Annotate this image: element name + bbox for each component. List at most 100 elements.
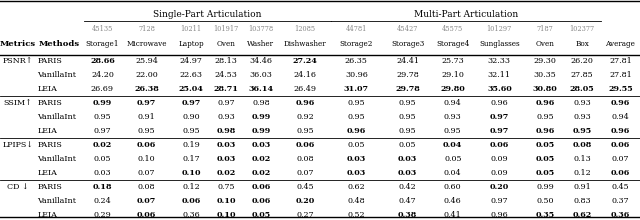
- Text: 0.10: 0.10: [216, 197, 236, 205]
- Text: SSIM↑: SSIM↑: [3, 99, 32, 107]
- Text: 0.03: 0.03: [216, 155, 236, 163]
- Text: 26.69: 26.69: [91, 85, 114, 93]
- Text: 0.62: 0.62: [348, 183, 365, 191]
- Text: PARIS: PARIS: [37, 57, 62, 66]
- Text: 28.13: 28.13: [214, 57, 237, 66]
- Text: Dishwasher: Dishwasher: [284, 40, 326, 48]
- Text: 0.95: 0.95: [93, 113, 111, 121]
- Text: 36.14: 36.14: [248, 85, 273, 93]
- Text: 0.50: 0.50: [536, 197, 554, 205]
- Text: 0.99: 0.99: [536, 183, 554, 191]
- Text: 12085: 12085: [294, 25, 316, 33]
- Text: Oven: Oven: [536, 40, 554, 48]
- Text: 0.93: 0.93: [217, 113, 235, 121]
- Text: 0.08: 0.08: [296, 155, 314, 163]
- Text: 32.11: 32.11: [488, 71, 511, 79]
- Text: 0.06: 0.06: [252, 183, 271, 191]
- Text: 0.93: 0.93: [573, 99, 591, 107]
- Text: 27.24: 27.24: [292, 57, 317, 66]
- Text: 0.91: 0.91: [138, 113, 156, 121]
- Text: 0.96: 0.96: [611, 127, 630, 135]
- Text: 45135: 45135: [92, 25, 113, 33]
- Text: Metrics: Metrics: [0, 40, 36, 48]
- Text: Sunglasses: Sunglasses: [479, 40, 520, 48]
- Text: 0.41: 0.41: [444, 211, 461, 219]
- Text: 0.02: 0.02: [216, 169, 236, 177]
- Text: Box: Box: [575, 40, 589, 48]
- Text: Single-Part Articulation: Single-Part Articulation: [153, 10, 262, 19]
- Text: 25.94: 25.94: [135, 57, 158, 66]
- Text: 0.95: 0.95: [399, 127, 417, 135]
- Text: 0.97: 0.97: [137, 99, 156, 107]
- Text: 22.00: 22.00: [135, 71, 158, 79]
- Text: 0.20: 0.20: [490, 183, 509, 191]
- Text: 0.95: 0.95: [444, 127, 461, 135]
- Text: 34.46: 34.46: [250, 57, 273, 66]
- Text: 0.10: 0.10: [181, 169, 201, 177]
- Text: 0.96: 0.96: [611, 99, 630, 107]
- Text: 27.81: 27.81: [609, 71, 632, 79]
- Text: 26.38: 26.38: [134, 85, 159, 93]
- Text: 22.63: 22.63: [179, 71, 202, 79]
- Text: 0.06: 0.06: [137, 211, 156, 219]
- Text: 36.03: 36.03: [250, 71, 272, 79]
- Text: 29.78: 29.78: [395, 85, 420, 93]
- Text: 0.96: 0.96: [296, 99, 315, 107]
- Text: 0.52: 0.52: [348, 211, 365, 219]
- Text: 0.90: 0.90: [182, 113, 200, 121]
- Text: 0.06: 0.06: [181, 197, 200, 205]
- Text: 0.03: 0.03: [347, 169, 366, 177]
- Text: 29.30: 29.30: [534, 57, 556, 66]
- Text: CD ↓: CD ↓: [7, 183, 29, 191]
- Text: 0.95: 0.95: [573, 127, 592, 135]
- Text: 0.13: 0.13: [573, 155, 591, 163]
- Text: VanillaInt: VanillaInt: [37, 155, 76, 163]
- Text: 0.06: 0.06: [611, 141, 630, 149]
- Text: 0.45: 0.45: [612, 183, 629, 191]
- Text: 29.78: 29.78: [396, 71, 419, 79]
- Text: 0.05: 0.05: [399, 141, 416, 149]
- Text: 0.97: 0.97: [490, 113, 509, 121]
- Text: 28.71: 28.71: [213, 85, 239, 93]
- Text: 27.85: 27.85: [571, 71, 593, 79]
- Text: 45427: 45427: [397, 25, 419, 33]
- Text: 0.95: 0.95: [399, 113, 417, 121]
- Text: 0.46: 0.46: [444, 197, 461, 205]
- Text: Multi-Part Articulation: Multi-Part Articulation: [413, 10, 518, 19]
- Text: 0.83: 0.83: [573, 197, 591, 205]
- Text: 35.60: 35.60: [487, 85, 512, 93]
- Text: 25.73: 25.73: [442, 57, 464, 66]
- Text: PARIS: PARIS: [37, 99, 62, 107]
- Text: 0.99: 0.99: [252, 127, 271, 135]
- Text: 0.07: 0.07: [296, 169, 314, 177]
- Text: 28.66: 28.66: [90, 57, 115, 66]
- Text: 0.99: 0.99: [252, 113, 271, 121]
- Text: 0.93: 0.93: [444, 113, 461, 121]
- Text: 44781: 44781: [346, 25, 367, 33]
- Text: 0.96: 0.96: [490, 99, 508, 107]
- Text: Storage4: Storage4: [436, 40, 469, 48]
- Text: Microwave: Microwave: [127, 40, 167, 48]
- Text: 31.07: 31.07: [344, 85, 369, 93]
- Text: 24.97: 24.97: [180, 57, 202, 66]
- Text: 0.96: 0.96: [535, 127, 555, 135]
- Text: 0.27: 0.27: [296, 211, 314, 219]
- Text: Methods: Methods: [39, 40, 80, 48]
- Text: 0.09: 0.09: [490, 155, 508, 163]
- Text: 0.04: 0.04: [444, 169, 461, 177]
- Text: 30.80: 30.80: [532, 85, 557, 93]
- Text: 0.05: 0.05: [535, 169, 555, 177]
- Text: 29.80: 29.80: [440, 85, 465, 93]
- Text: Oven: Oven: [216, 40, 236, 48]
- Text: VanillaInt: VanillaInt: [37, 113, 76, 121]
- Text: 0.05: 0.05: [535, 141, 555, 149]
- Text: 0.36: 0.36: [182, 211, 200, 219]
- Text: 0.07: 0.07: [138, 169, 156, 177]
- Text: 0.04: 0.04: [443, 141, 463, 149]
- Text: PSNR↑: PSNR↑: [3, 57, 33, 66]
- Text: Laptop: Laptop: [178, 40, 204, 48]
- Text: 0.07: 0.07: [137, 197, 156, 205]
- Text: 102377: 102377: [570, 25, 595, 33]
- Text: 29.55: 29.55: [608, 85, 633, 93]
- Text: 24.16: 24.16: [294, 71, 317, 79]
